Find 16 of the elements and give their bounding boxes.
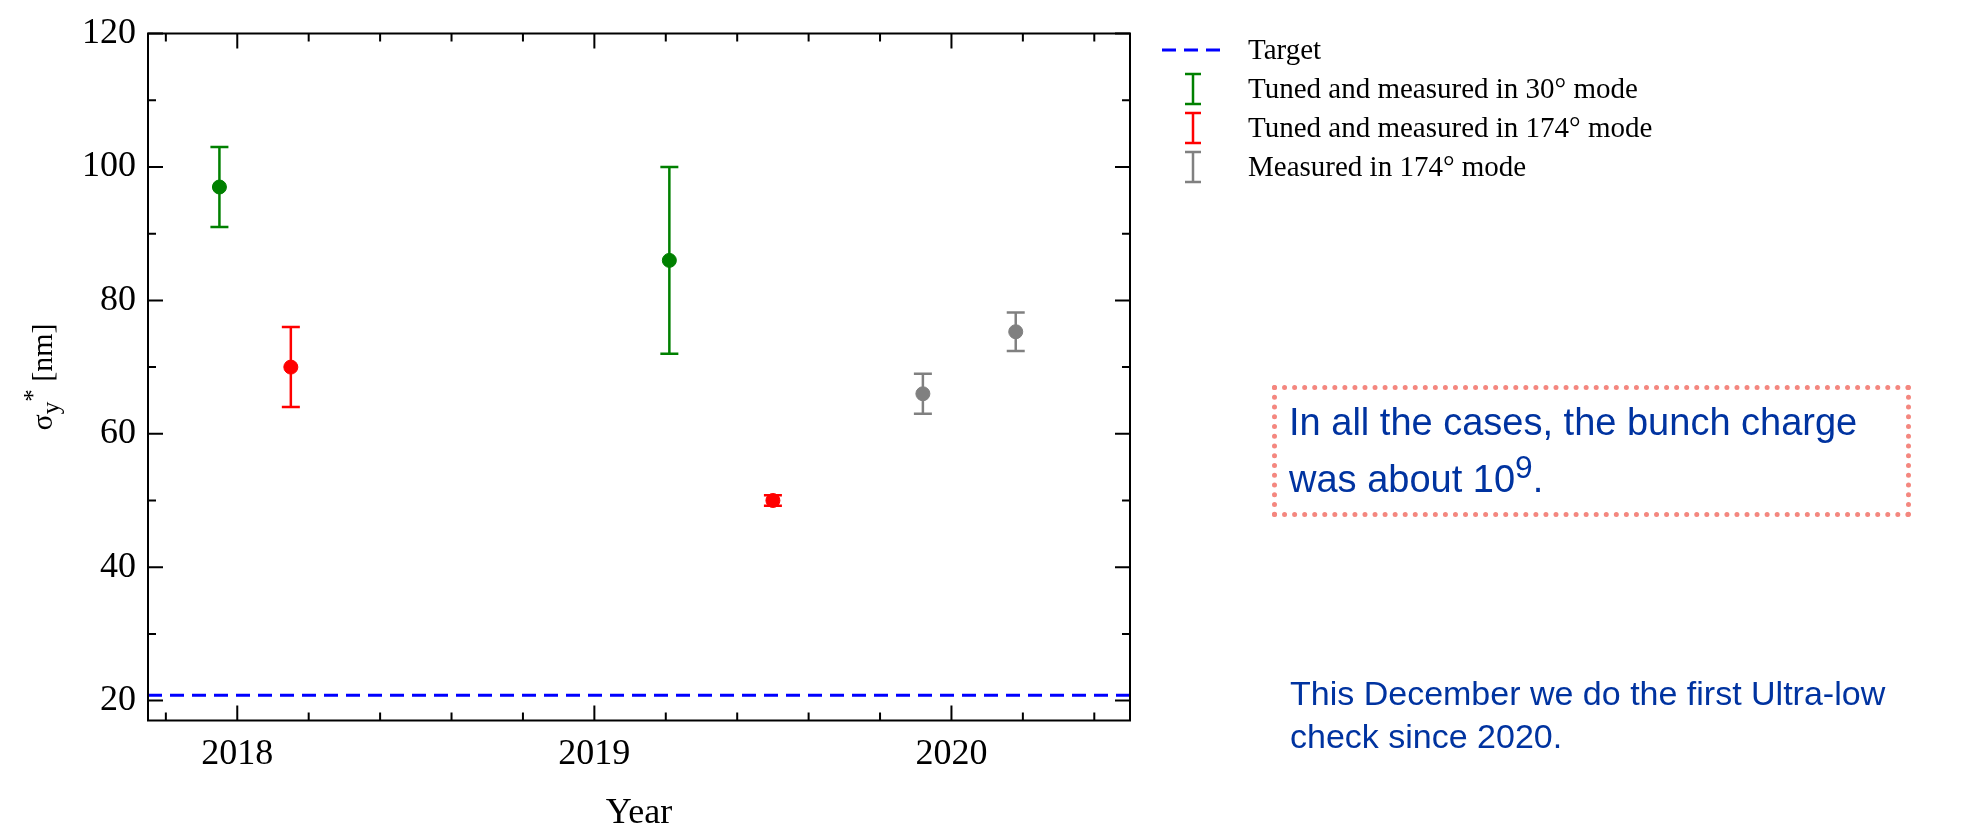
x-tick-label: 2019 [558,731,631,772]
y-tick-label: 20 [100,678,136,719]
legend-label: Tuned and measured in 174° mode [1248,111,1653,144]
text: In all the cases, the bunch charge was about 10$^{9}$. [1272,385,1911,518]
legend-label: Tuned and measured in 30° mode [1248,72,1638,105]
y-tick-label: 120 [82,11,136,52]
y-tick-label: 40 [100,544,136,585]
x-axis-title: Year [605,790,673,831]
x-tick-label: 2018 [201,731,274,772]
legend-label: Measured in 174° mode [1248,150,1527,183]
y-tick-label: 100 [82,144,136,185]
y-tick-label: 80 [100,277,136,318]
text: This December we do the first Ultra-low check since 2020. [1290,673,1887,757]
y-tick-label: 60 [100,411,136,452]
x-tick-label: 2020 [915,731,988,772]
legend-label: Target [1248,33,1322,66]
